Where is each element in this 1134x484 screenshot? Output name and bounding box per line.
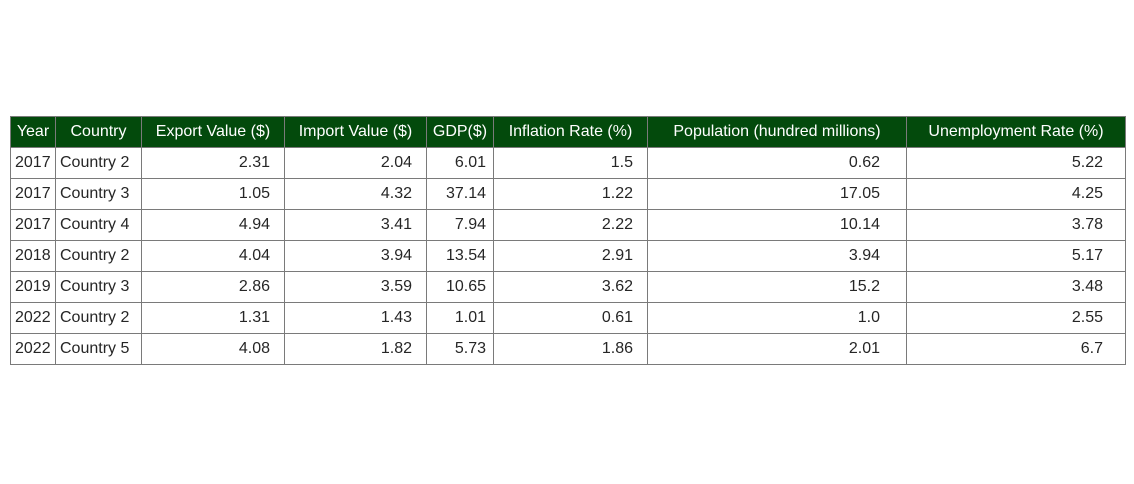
cell-export-value: 4.94: [141, 209, 285, 241]
cell-inflation-rate: 3.62: [493, 271, 648, 303]
cell-import-value: 4.32: [284, 178, 427, 210]
table-row: 2017 Country 3 1.05 4.32 37.14 1.22 17.05 4.25: [10, 178, 1126, 210]
cell-export-value: 2.31: [141, 147, 285, 179]
column-header-export-value: Export Value ($): [141, 116, 285, 148]
cell-population: 15.2: [647, 271, 907, 303]
cell-export-value: 1.31: [141, 302, 285, 334]
cell-year: 2022: [10, 302, 56, 334]
cell-year: 2018: [10, 240, 56, 272]
cell-population: 17.05: [647, 178, 907, 210]
cell-country: Country 3: [55, 178, 142, 210]
cell-import-value: 3.94: [284, 240, 427, 272]
cell-year: 2017: [10, 209, 56, 241]
cell-gdp: 5.73: [426, 333, 494, 365]
column-header-country: Country: [55, 116, 142, 148]
cell-unemployment-rate: 2.55: [906, 302, 1126, 334]
cell-unemployment-rate: 3.78: [906, 209, 1126, 241]
cell-unemployment-rate: 6.7: [906, 333, 1126, 365]
cell-gdp: 6.01: [426, 147, 494, 179]
column-header-inflation-rate: Inflation Rate (%): [493, 116, 648, 148]
cell-gdp: 13.54: [426, 240, 494, 272]
cell-inflation-rate: 1.22: [493, 178, 648, 210]
cell-country: Country 2: [55, 302, 142, 334]
cell-gdp: 10.65: [426, 271, 494, 303]
cell-year: 2017: [10, 147, 56, 179]
column-header-unemployment-rate: Unemployment Rate (%): [906, 116, 1126, 148]
data-table: Year Country Export Value ($) Import Val…: [10, 116, 1126, 365]
column-header-year: Year: [10, 116, 56, 148]
cell-import-value: 1.82: [284, 333, 427, 365]
cell-country: Country 2: [55, 240, 142, 272]
cell-unemployment-rate: 5.22: [906, 147, 1126, 179]
cell-export-value: 4.04: [141, 240, 285, 272]
table-row: 2022 Country 2 1.31 1.43 1.01 0.61 1.0 2.55: [10, 302, 1126, 334]
cell-inflation-rate: 2.22: [493, 209, 648, 241]
cell-year: 2017: [10, 178, 56, 210]
table-row: 2017 Country 4 4.94 3.41 7.94 2.22 10.14 3.78: [10, 209, 1126, 241]
cell-gdp: 1.01: [426, 302, 494, 334]
cell-unemployment-rate: 4.25: [906, 178, 1126, 210]
table-row: 2019 Country 3 2.86 3.59 10.65 3.62 15.2 3.48: [10, 271, 1126, 303]
table-row: 2022 Country 5 4.08 1.82 5.73 1.86 2.01 6.7: [10, 333, 1126, 365]
cell-import-value: 1.43: [284, 302, 427, 334]
cell-year: 2022: [10, 333, 56, 365]
cell-unemployment-rate: 5.17: [906, 240, 1126, 272]
cell-inflation-rate: 2.91: [493, 240, 648, 272]
table-row: 2018 Country 2 4.04 3.94 13.54 2.91 3.94 5.17: [10, 240, 1126, 272]
cell-population: 1.0: [647, 302, 907, 334]
cell-country: Country 5: [55, 333, 142, 365]
cell-country: Country 2: [55, 147, 142, 179]
cell-export-value: 1.05: [141, 178, 285, 210]
cell-import-value: 2.04: [284, 147, 427, 179]
cell-country: Country 3: [55, 271, 142, 303]
column-header-population: Population (hundred millions): [647, 116, 907, 148]
cell-inflation-rate: 1.86: [493, 333, 648, 365]
cell-country: Country 4: [55, 209, 142, 241]
table-body: 2017 Country 2 2.31 2.04 6.01 1.5 0.62 5.22 2017…: [10, 147, 1126, 365]
header-row: Year Country Export Value ($) Import Val…: [10, 116, 1126, 148]
cell-gdp: 37.14: [426, 178, 494, 210]
cell-inflation-rate: 0.61: [493, 302, 648, 334]
data-table-container: Year Country Export Value ($) Import Val…: [10, 116, 1126, 365]
cell-population: 10.14: [647, 209, 907, 241]
cell-import-value: 3.41: [284, 209, 427, 241]
cell-year: 2019: [10, 271, 56, 303]
cell-population: 0.62: [647, 147, 907, 179]
cell-population: 3.94: [647, 240, 907, 272]
cell-export-value: 2.86: [141, 271, 285, 303]
cell-population: 2.01: [647, 333, 907, 365]
column-header-import-value: Import Value ($): [284, 116, 427, 148]
column-header-gdp: GDP($): [426, 116, 494, 148]
table-row: 2017 Country 2 2.31 2.04 6.01 1.5 0.62 5.22: [10, 147, 1126, 179]
cell-gdp: 7.94: [426, 209, 494, 241]
cell-inflation-rate: 1.5: [493, 147, 648, 179]
cell-import-value: 3.59: [284, 271, 427, 303]
cell-unemployment-rate: 3.48: [906, 271, 1126, 303]
cell-export-value: 4.08: [141, 333, 285, 365]
